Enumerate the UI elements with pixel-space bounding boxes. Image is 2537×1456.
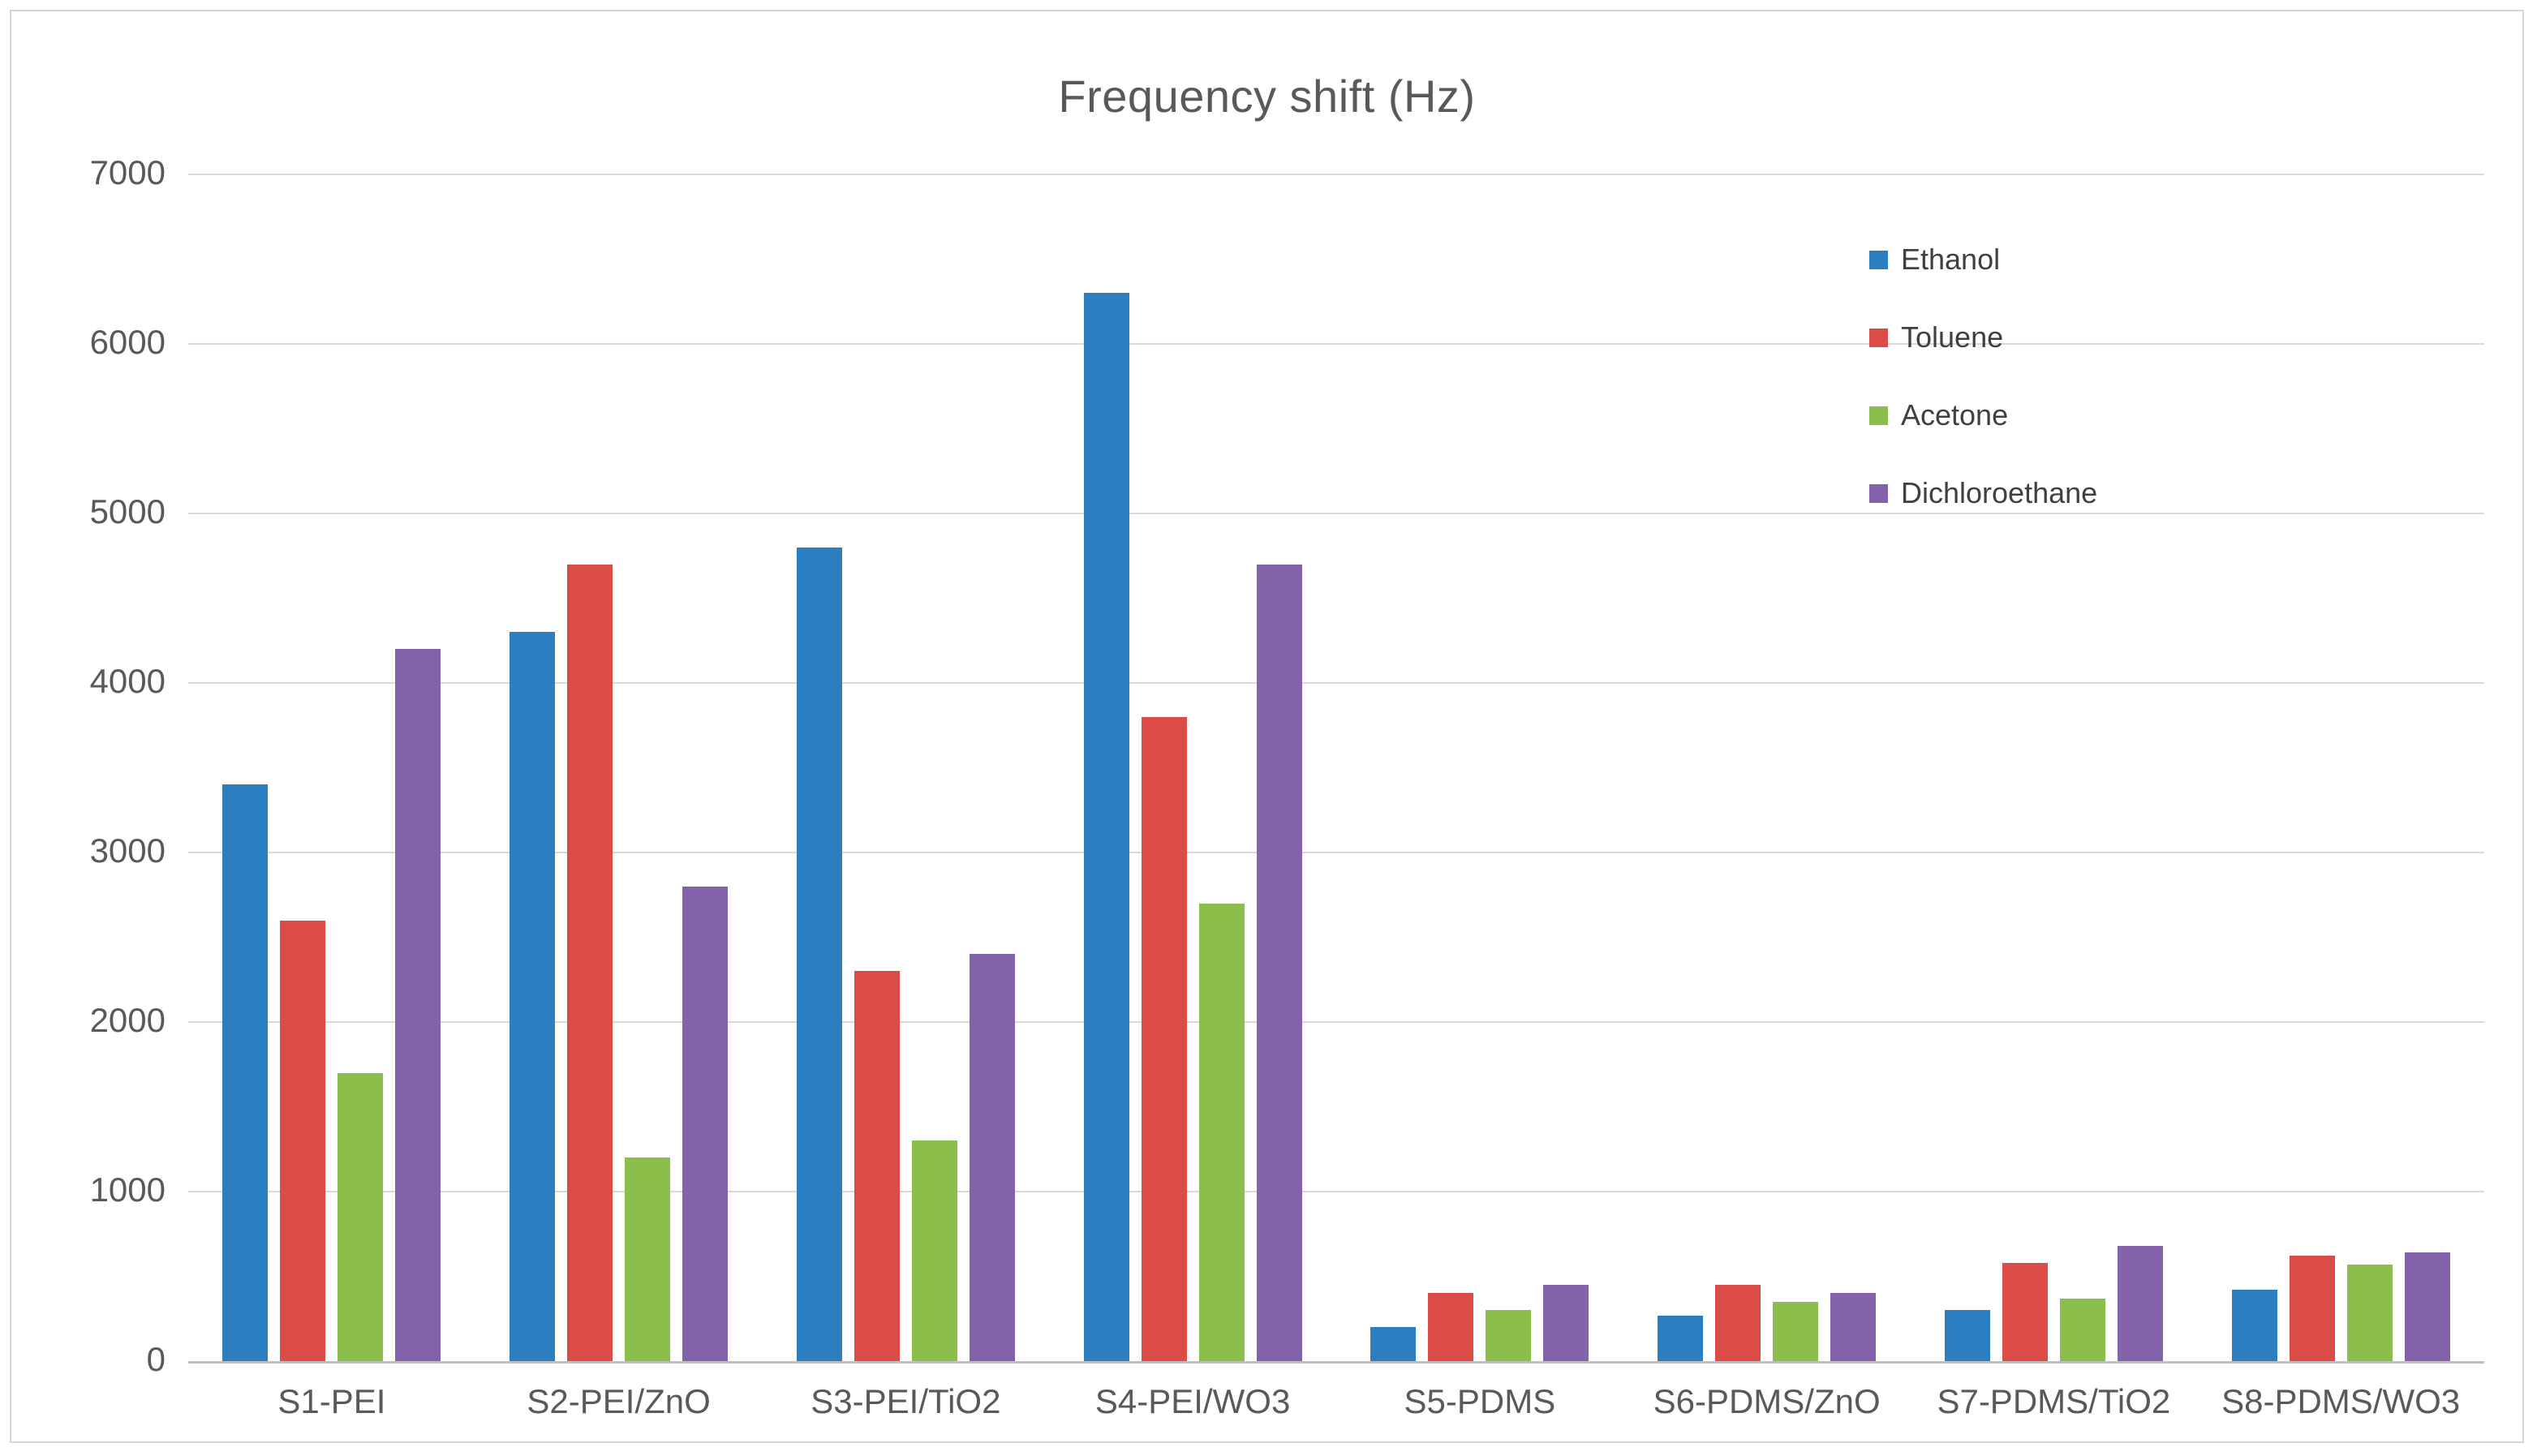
bar-acetone — [625, 1157, 671, 1361]
bar-groups — [188, 174, 2484, 1361]
bar-acetone — [338, 1072, 384, 1361]
x-axis-category-label: S1-PEI — [277, 1382, 386, 1420]
bar-group — [1336, 174, 1623, 1361]
bar-dichloroethane — [395, 649, 441, 1361]
bar-toluene — [2002, 1262, 2048, 1361]
chart-frame: Frequency shift (Hz) 0 1000 2000 3000 4000 50… — [10, 10, 2524, 1443]
y-axis-tick-label: 3000 — [89, 831, 166, 870]
bar-dichloroethane — [1256, 564, 1302, 1361]
legend-label: Toluene — [1901, 320, 2004, 354]
legend-label: Ethanol — [1901, 243, 2001, 276]
bar-toluene — [280, 920, 326, 1361]
y-axis-tick-label: 6000 — [89, 323, 166, 361]
bar-group — [763, 174, 1050, 1361]
bar-toluene — [1141, 716, 1187, 1361]
chart-title: Frequency shift (Hz) — [1058, 71, 1476, 122]
y-axis-tick-label: 7000 — [89, 153, 166, 191]
bar-dichloroethane — [2404, 1252, 2450, 1361]
y-axis-tick-label: 2000 — [89, 1001, 166, 1039]
bar-ethanol — [1083, 293, 1129, 1361]
bar-ethanol — [222, 784, 269, 1361]
gridline — [188, 343, 2484, 345]
bar-acetone — [1773, 1301, 1819, 1361]
legend-item: Toluene — [1869, 299, 2097, 376]
bar-toluene — [1715, 1284, 1761, 1361]
y-axis-tick-label: 5000 — [89, 492, 166, 530]
bar-group — [1049, 174, 1336, 1361]
legend: Ethanol Toluene Acetone Dichloroethane — [1869, 221, 2097, 532]
x-axis-category-label: S8-PDMS/WO3 — [2221, 1382, 2461, 1420]
legend-item: Dichloroethane — [1869, 454, 2097, 532]
bar-toluene — [1428, 1293, 1474, 1361]
bar-group — [188, 174, 475, 1361]
legend-color-swatch-icon — [1869, 328, 1888, 347]
bar-ethanol — [1658, 1315, 1704, 1361]
bar-group — [475, 174, 763, 1361]
legend-label: Dichloroethane — [1901, 476, 2098, 509]
bar-group — [1623, 174, 1911, 1361]
bar-dichloroethane — [1830, 1293, 1877, 1361]
gridline — [188, 1021, 2484, 1023]
x-axis-category-label: S2-PEI/ZnO — [527, 1382, 711, 1420]
bar-dichloroethane — [969, 954, 1015, 1361]
bar-group — [2197, 174, 2484, 1361]
bar-acetone — [1486, 1310, 1532, 1361]
bar-ethanol — [1944, 1310, 1990, 1361]
gridline — [188, 682, 2484, 684]
y-axis-tick-label: 4000 — [89, 662, 166, 700]
x-axis-category-label: S5-PDMS — [1404, 1382, 1556, 1420]
legend-label: Acetone — [1901, 398, 2009, 432]
legend-color-swatch-icon — [1869, 406, 1888, 425]
gridline — [188, 174, 2484, 175]
bar-dichloroethane — [1543, 1284, 1589, 1361]
gridline — [188, 852, 2484, 853]
y-axis-tick-label: 0 — [146, 1340, 166, 1378]
bar-acetone — [1198, 903, 1245, 1361]
bar-group — [1911, 174, 2198, 1361]
bar-ethanol — [1370, 1327, 1417, 1361]
x-axis-category-label: S3-PEI/TiO2 — [811, 1382, 1001, 1420]
x-axis-category-label: S7-PDMS/TiO2 — [1937, 1382, 2171, 1420]
bar-ethanol — [796, 547, 842, 1361]
x-axis-category-label: S4-PEI/WO3 — [1094, 1382, 1291, 1420]
legend-color-swatch-icon — [1869, 250, 1888, 269]
bar-acetone — [2346, 1264, 2393, 1361]
legend-color-swatch-icon — [1869, 483, 1888, 503]
legend-item: Ethanol — [1869, 221, 2097, 299]
legend-item: Acetone — [1869, 376, 2097, 454]
plot-area — [188, 174, 2484, 1364]
bar-acetone — [2059, 1298, 2105, 1361]
bar-dichloroethane — [682, 886, 729, 1361]
bar-toluene — [567, 564, 613, 1361]
gridline — [188, 1191, 2484, 1192]
bar-toluene — [854, 971, 900, 1361]
bar-ethanol — [2231, 1290, 2277, 1361]
bar-ethanol — [510, 632, 556, 1361]
y-axis-tick-label: 1000 — [89, 1170, 166, 1209]
bar-dichloroethane — [2117, 1245, 2163, 1361]
x-axis-category-label: S6-PDMS/ZnO — [1653, 1382, 1881, 1420]
gridline — [188, 513, 2484, 514]
bar-toluene — [2289, 1256, 2335, 1361]
bar-acetone — [911, 1140, 957, 1361]
